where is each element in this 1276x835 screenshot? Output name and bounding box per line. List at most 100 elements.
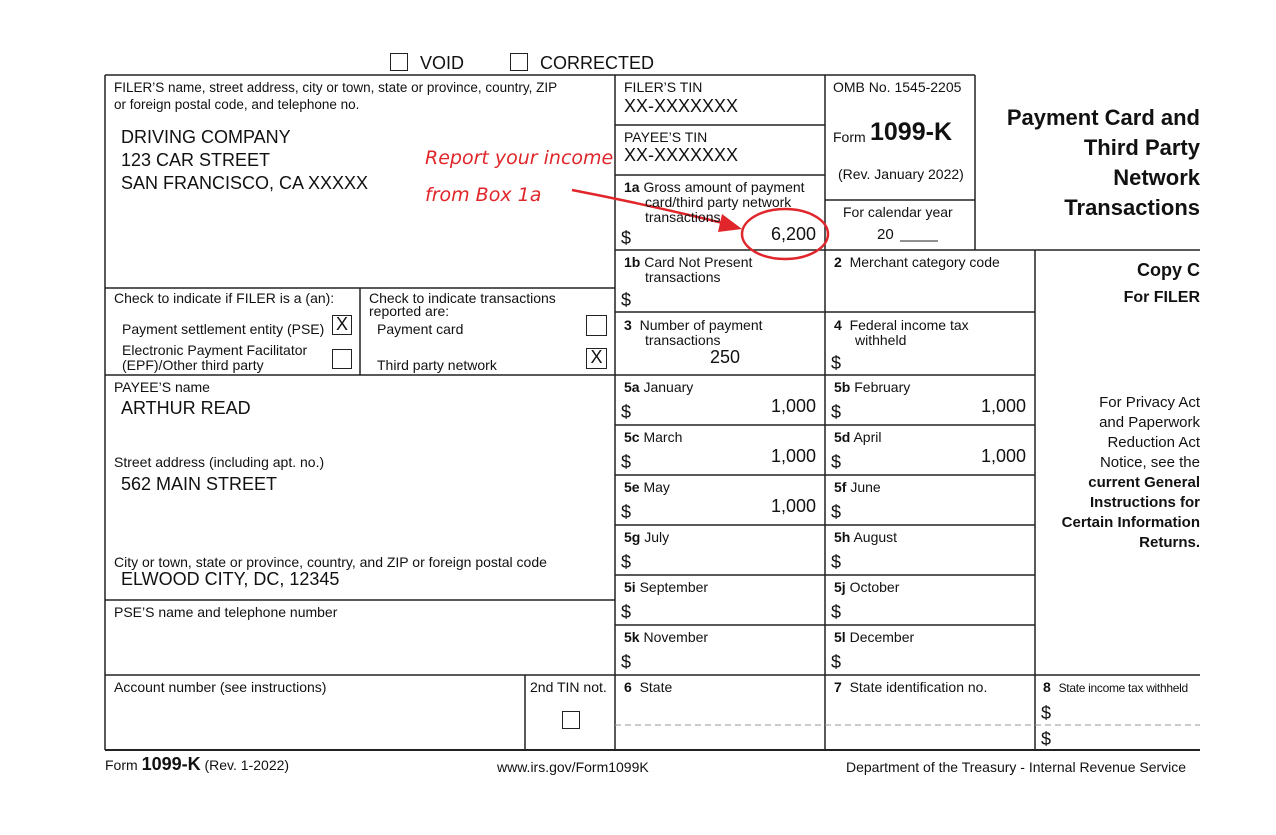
box-5c-num: 5c <box>624 429 640 445</box>
payee-street-label: Street address (including apt. no.) <box>114 454 325 470</box>
payee-city: ELWOOD CITY, DC, 12345 <box>121 569 340 589</box>
epf-label-2: (EPF)/Other third party <box>122 357 264 373</box>
box-5d: 5d April <box>834 430 881 445</box>
box-7-label: State identification no. <box>849 679 988 695</box>
payee-name-label: PAYEE’S name <box>114 379 210 395</box>
filer-type-label: Check to indicate if FILER is a (an): <box>114 290 335 306</box>
box-5g-num: 5g <box>624 529 641 545</box>
box-5c: 5c March <box>624 430 682 445</box>
box-5c-dollar: $ <box>621 452 632 472</box>
box-5d-num: 5d <box>834 429 851 445</box>
box-5g: 5g July <box>624 530 669 545</box>
filer-city: SAN FRANCISCO, CA XXXXX <box>121 173 369 193</box>
payee-street: 562 MAIN STREET <box>121 474 278 494</box>
void-checkbox[interactable] <box>390 53 408 71</box>
account-number-label: Account number (see instructions) <box>114 679 327 695</box>
box-5i-label: September <box>639 579 709 595</box>
box-5e-dollar: $ <box>621 502 632 522</box>
box-5j-num: 5j <box>834 579 846 595</box>
privacy-line: Reduction Act <box>1107 434 1200 451</box>
box-5a-label: January <box>643 379 694 395</box>
payee-city-label: City or town, state or province, country… <box>114 554 547 570</box>
box-5b-num: 5b <box>834 379 851 395</box>
pse-checkbox[interactable]: X <box>332 315 352 335</box>
title-line-2: Third Party <box>1083 135 1200 160</box>
box-1a-dollar: $ <box>621 228 632 248</box>
box-5g-dollar: $ <box>621 552 632 572</box>
box-5g-label: July <box>644 529 670 545</box>
box-3-label: Number of payment <box>639 317 763 333</box>
box-6-label: State <box>639 679 673 695</box>
box-8-dollar-2: $ <box>1041 729 1052 749</box>
box-1b-label: Card Not Present <box>644 254 753 270</box>
box-5f-dollar: $ <box>831 502 842 522</box>
privacy-line: and Paperwork <box>1099 414 1200 431</box>
form-revision: (Rev. January 2022) <box>838 166 964 182</box>
txn-type-label-2: reported are: <box>369 303 450 319</box>
box-5i-num: 5i <box>624 579 636 595</box>
box-8-dollar-1: $ <box>1041 703 1052 723</box>
copy-subtitle: For FILER <box>1123 289 1200 306</box>
footer-form-number: 1099-K <box>141 754 201 774</box>
privacy-line: Notice, see the <box>1099 454 1200 471</box>
calendar-year-prefix: 20 <box>877 226 894 243</box>
form-number: 1099-K <box>870 118 952 146</box>
box-3-value: 250 <box>710 347 741 367</box>
epf-label-1: Electronic Payment Facilitator <box>122 342 308 358</box>
box-5b-dollar: $ <box>831 402 842 422</box>
box-1a-value: 6,200 <box>770 224 816 244</box>
payee-tin-label: PAYEE’S TIN <box>624 129 708 145</box>
privacy-line: Certain Information <box>1061 514 1200 531</box>
second-tin-label: 2nd TIN not. <box>530 679 607 695</box>
pse-name-label: PSE’S name and telephone number <box>114 604 338 620</box>
copy-title: Copy C <box>1137 260 1200 280</box>
filer-tin-label: FILER’S TIN <box>624 79 703 95</box>
payment-card-checkbox[interactable] <box>586 315 607 336</box>
box-8-label: State income tax withheld <box>1058 681 1189 695</box>
form-title: Payment Card and Third Party Network Tra… <box>980 103 1200 223</box>
box-5k: 5k November <box>624 630 708 645</box>
box-5a: 5a January <box>624 380 693 395</box>
filer-label: FILER’S name, street address, city or to… <box>114 80 558 95</box>
box-5f-label: June <box>850 479 881 495</box>
box-5b-label: February <box>854 379 911 395</box>
title-line-1: Payment Card and <box>1006 105 1200 130</box>
box-5h-dollar: $ <box>831 552 842 572</box>
annotation-line-1: Report your income <box>425 147 614 169</box>
box-5k-num: 5k <box>624 629 640 645</box>
footer-url[interactable]: www.irs.gov/Form1099K <box>497 759 649 775</box>
privacy-line: current General <box>1088 474 1200 491</box>
box-3-num: 3 <box>624 317 632 333</box>
box-5f-num: 5f <box>834 479 847 495</box>
box-5c-value: 1,000 <box>770 446 816 466</box>
payment-card-label: Payment card <box>377 321 464 337</box>
arrowhead-icon <box>718 214 742 232</box>
third-party-network-checkbox[interactable]: X <box>586 348 607 369</box>
box-5h-num: 5h <box>834 529 851 545</box>
box-5h-label: August <box>853 529 898 545</box>
annotation-line-2: from Box 1a <box>425 184 542 206</box>
box-5l-num: 5l <box>834 629 846 645</box>
privacy-notice: For Privacy Act and Paperwork Reduction … <box>1040 393 1200 553</box>
box-2-num: 2 <box>834 254 842 270</box>
title-line-4: Transactions <box>1064 195 1200 220</box>
second-tin-checkbox[interactable] <box>562 711 580 729</box>
box-5b-value: 1,000 <box>980 396 1026 416</box>
box-1a-label-3: transactions <box>645 209 721 225</box>
box-5l-label: December <box>849 629 915 645</box>
privacy-line: For Privacy Act <box>1099 394 1200 411</box>
box-5j-label: October <box>849 579 900 595</box>
privacy-line: Instructions for <box>1089 494 1200 511</box>
footer-rev: (Rev. 1-2022) <box>204 757 290 773</box>
box-5d-value: 1,000 <box>980 446 1026 466</box>
box-5k-dollar: $ <box>621 652 632 672</box>
box-5b: 5b February <box>834 380 910 395</box>
epf-checkbox[interactable] <box>332 349 352 369</box>
privacy-line: Returns. <box>1139 534 1200 551</box>
annotation-arrow <box>571 188 830 261</box>
box-1b-num: 1b <box>624 254 641 270</box>
corrected-checkbox[interactable] <box>510 53 528 71</box>
void-label: VOID <box>420 53 465 73</box>
box-8-num: 8 <box>1043 679 1051 695</box>
